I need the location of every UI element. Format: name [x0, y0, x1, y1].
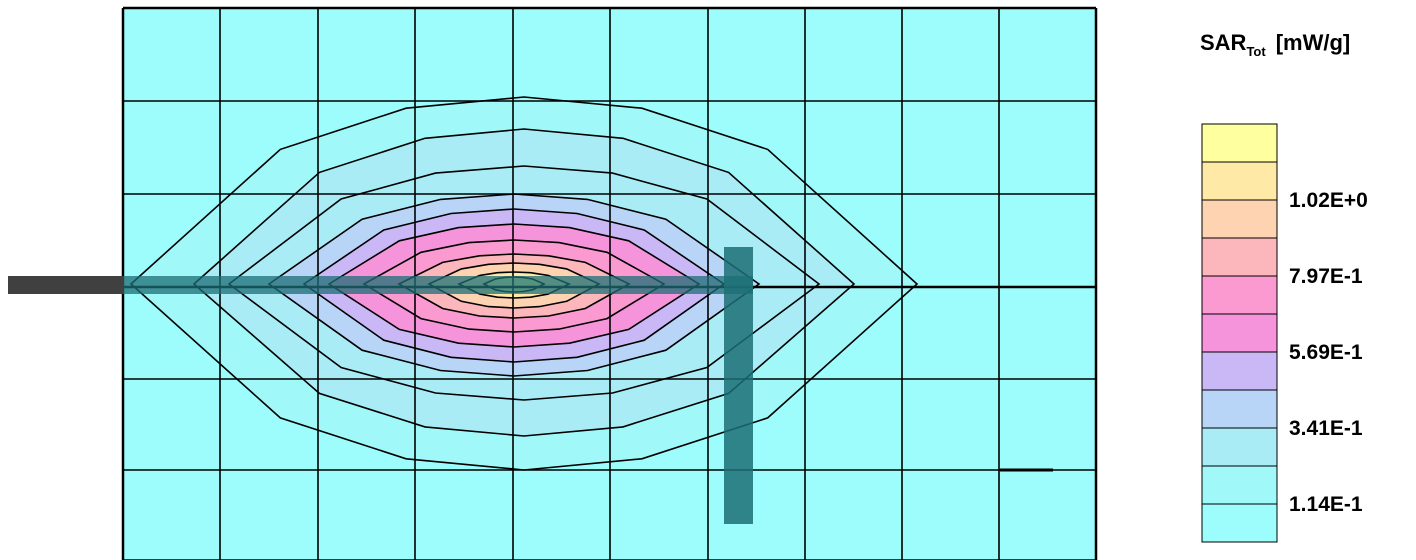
legend-color-bar [1201, 123, 1278, 543]
contour-line-4 [267, 193, 761, 377]
legend-tick-label: 5.69E-1 [1289, 341, 1363, 364]
legend-unit: [mW/g] [1275, 30, 1351, 55]
legend-tick-label: 1.02E+0 [1289, 189, 1368, 212]
legend-swatch [1201, 275, 1278, 315]
legend-tick-label: 7.97E-1 [1289, 265, 1363, 288]
legend-swatch [1201, 503, 1278, 543]
antenna-arm-vertical [724, 247, 753, 524]
legend-swatch [1201, 427, 1278, 467]
legend-tick-label: 1.14E-1 [1289, 493, 1363, 516]
contour-line-3 [227, 165, 821, 401]
legend-title-main: SAR [1200, 30, 1247, 55]
legend-swatch [1201, 351, 1278, 391]
contour-line-1 [129, 96, 919, 471]
antenna-feed [8, 276, 123, 294]
legend-title: SARTot [mW/g] [1200, 30, 1351, 59]
antenna [8, 247, 753, 524]
legend-swatch [1201, 465, 1278, 505]
legend-tick-label: 3.41E-1 [1289, 417, 1363, 440]
legend-swatch [1201, 123, 1278, 163]
legend-swatch [1201, 237, 1278, 277]
legend-swatch [1201, 313, 1278, 353]
legend-title-sub: Tot [1246, 44, 1266, 59]
legend-swatch [1201, 161, 1278, 201]
legend-swatch [1201, 389, 1278, 429]
contour-line-2 [192, 128, 856, 437]
antenna-arm-horizontal [123, 276, 753, 294]
legend-swatch [1201, 199, 1278, 239]
